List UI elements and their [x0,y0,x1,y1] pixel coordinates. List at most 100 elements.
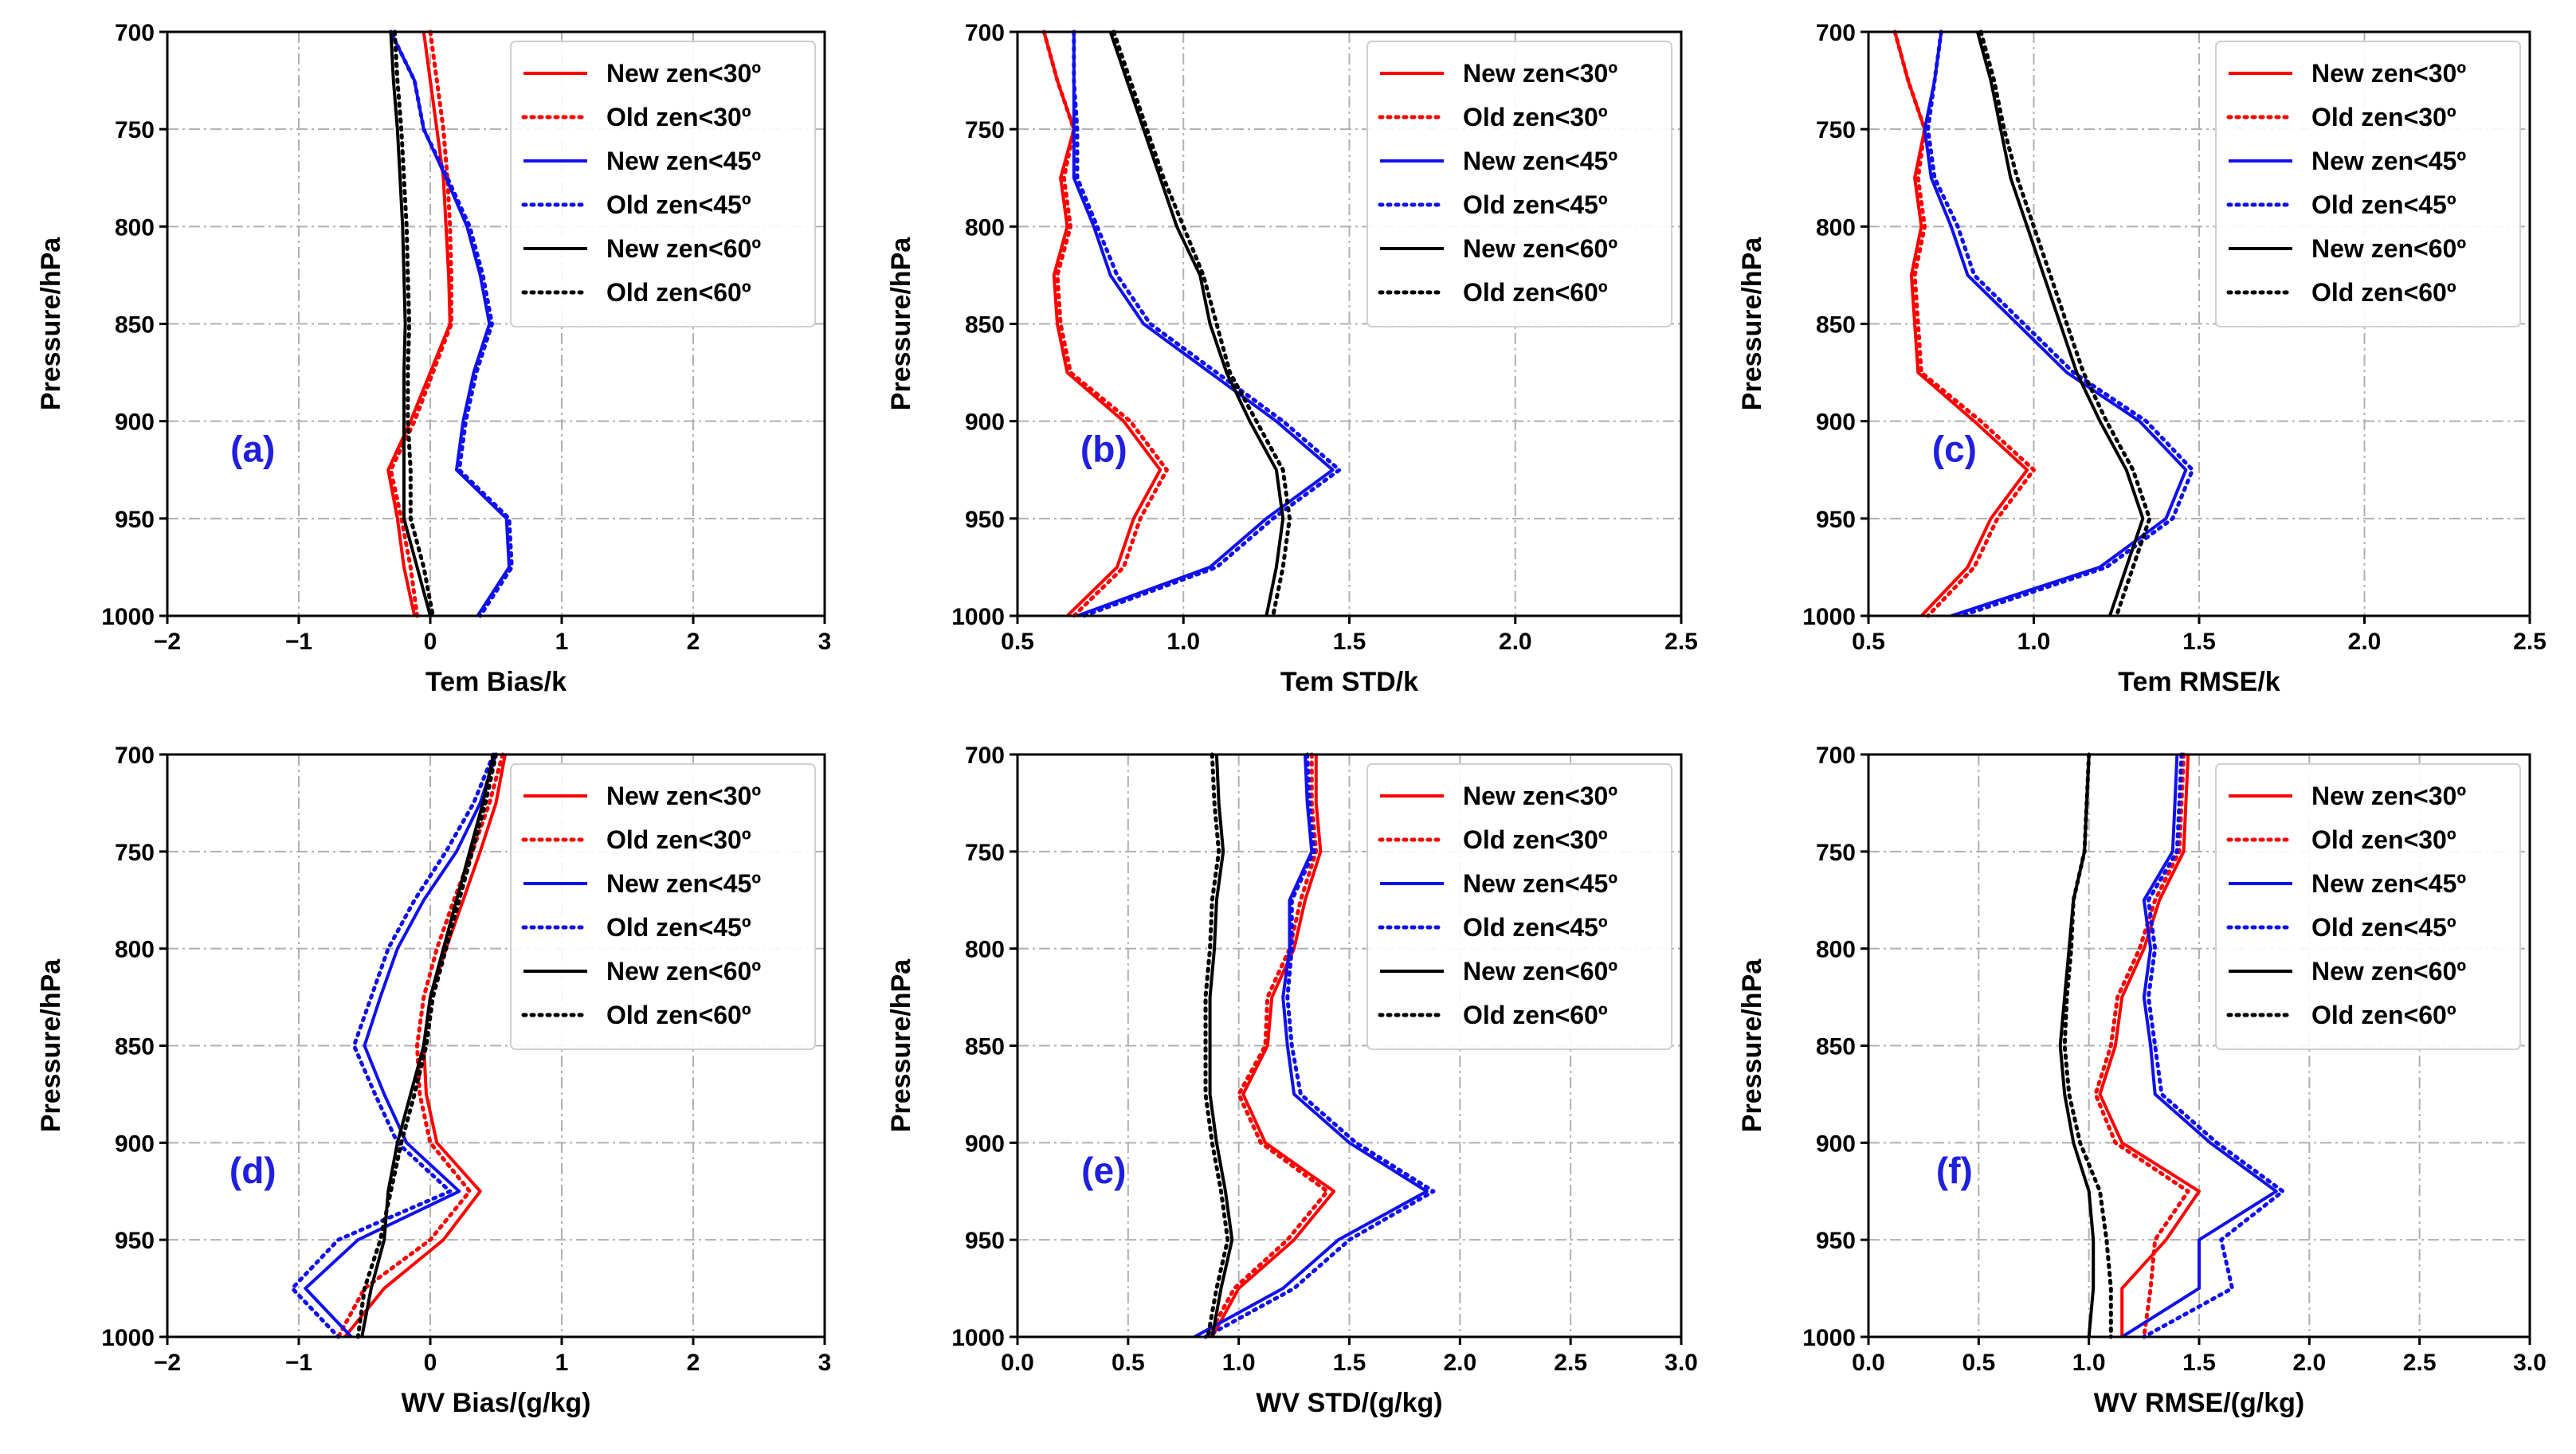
x-tick-label: 2 [687,629,700,655]
x-axis-label: Tem STD/k [1280,667,1418,697]
legend-label-new45: New zen<45º [1463,869,1617,898]
x-tick-label: 2.5 [1554,1350,1587,1376]
y-axis-label: Pressure/hPa [36,958,66,1132]
legend-label-new60: New zen<60º [606,234,761,263]
series-line-new45 [1072,32,1335,617]
legend-label-old30: Old zen<30º [2311,103,2456,131]
series-line-old45 [1203,752,1436,1339]
y-axis-label: Pressure/hPa [886,958,916,1132]
x-tick-label: 1 [555,1350,569,1376]
series-line-new45 [1923,31,2188,617]
panel-tag: (a) [230,428,275,469]
legend-box [1366,763,1672,1050]
x-tick-label: 3 [818,629,832,655]
y-tick-label: 700 [115,20,155,46]
series-line-new30 [1210,754,1336,1338]
legend-label-new60: New zen<60º [2311,234,2466,263]
y-tick-label: 950 [115,507,155,533]
y-tick-label: 700 [965,743,1005,769]
legend: New zen<30º Old zen<30º New zen<45º Old zen… [2215,763,2521,1050]
series-line-old60 [1203,752,1230,1339]
y-tick-label: 900 [115,1131,155,1157]
y-axis-label: Pressure/hPa [1737,237,1767,410]
x-tick-label: 0.0 [1001,1350,1034,1376]
legend-label-new30: New zen<30º [2311,59,2466,88]
x-tick-label: 1.5 [1333,1350,1366,1376]
series-line-old60 [1112,29,1292,618]
y-tick-label: 900 [1816,1131,1856,1157]
series-line-old30 [1206,752,1330,1339]
series-line-old60 [2062,752,2113,1339]
x-tick-label: 1.0 [2072,1350,2106,1376]
x-tick-label: 1.0 [1222,1350,1256,1376]
y-tick-label: 850 [115,312,155,339]
y-tick-label: 850 [965,312,1005,339]
legend-label-new30: New zen<30º [1463,59,1617,88]
y-tick-label: 950 [115,1228,155,1254]
series-line-old45 [389,29,514,618]
legend-label-old45: Old zen<45º [2311,190,2456,219]
legend-label-old30: Old zen<30º [1463,825,1608,854]
y-tick-label: 850 [1816,312,1856,339]
x-tick-label: 1.0 [1166,629,1200,655]
x-tick-label: 1.0 [2017,629,2051,655]
x-tick-label: 0 [424,1350,437,1376]
panel-tag: (c) [1932,428,1977,469]
series-line-old60 [1978,29,2152,618]
y-tick-label: 800 [965,214,1005,241]
series-line-new45 [1194,754,1429,1338]
legend-label-old30: Old zen<30º [606,103,751,131]
x-tick-label: 0.5 [1001,629,1034,655]
x-tick-label: 1.5 [1333,629,1366,655]
legend-label-old45: Old zen<45º [606,190,751,219]
legend-label-old60: Old zen<60º [1463,278,1608,307]
y-tick-label: 700 [115,743,155,769]
series-line-new45 [2121,754,2278,1338]
y-tick-label: 950 [965,1228,1005,1254]
legend: New zen<30º Old zen<30º New zen<45º Old zen… [1366,763,1672,1050]
legend-label-old60: Old zen<60º [606,1001,751,1029]
y-tick-label: 750 [1816,840,1856,866]
legend-label-new60: New zen<60º [1463,234,1617,263]
y-tick-label: 800 [1816,214,1856,241]
legend-label-old60: Old zen<60º [2311,1001,2456,1029]
x-tick-label: 0.5 [1962,1350,1995,1376]
legend-label-new30: New zen<30º [1463,782,1617,810]
y-tick-label: 800 [115,937,155,963]
y-tick-label: 1000 [101,1325,155,1351]
series-line-old45 [290,752,496,1339]
legend-box [2215,763,2521,1050]
y-tick-label: 950 [965,507,1005,533]
x-tick-label: 2.0 [2348,629,2382,655]
y-tick-label: 750 [115,840,155,866]
series-line-old30 [389,29,453,618]
chart-panel-2: 0.5 1.0 1.5 2.0 2.5 700 750 800 850 900 950 1000 Tem… [886,20,1698,697]
x-tick-label: 1.5 [2182,1350,2216,1376]
panel-tag: (f) [1936,1150,1973,1191]
series-line-old30 [2093,752,2190,1339]
x-axis-label: Tem RMSE/k [2118,667,2280,697]
x-tick-label: 1.5 [2182,629,2216,655]
legend-label-new45: New zen<45º [606,869,761,898]
legend-label-old60: Old zen<60º [2311,278,2456,307]
series-line-new60 [1975,31,2145,617]
legend-label-new30: New zen<30º [606,59,761,88]
legend-label-new60: New zen<60º [606,957,761,986]
y-tick-label: 1000 [951,1325,1005,1351]
y-tick-label: 1000 [1802,604,1856,630]
y-tick-label: 750 [1816,117,1856,143]
y-tick-label: 900 [965,410,1005,436]
legend-label-old60: Old zen<60º [1463,1001,1608,1029]
y-tick-label: 800 [965,937,1005,963]
y-tick-label: 800 [115,214,155,241]
chart-panel-6: 0.0 0.5 1.0 1.5 2.0 2.5 3.0 700 750 800 850 900 950 1… [1737,743,2547,1418]
panel-tag: (d) [229,1150,276,1191]
series-line-old45 [2142,752,2285,1339]
legend-label-old30: Old zen<30º [1463,103,1608,131]
panel-tag: (e) [1081,1150,1126,1191]
x-tick-label: 1 [555,629,569,655]
chart-panel-1: −2 −1 0 1 2 3 700 750 800 850 900 950 1000 Tem Bias/k… [36,20,831,697]
y-tick-label: 900 [965,1131,1005,1157]
series-line-new60 [389,31,432,617]
